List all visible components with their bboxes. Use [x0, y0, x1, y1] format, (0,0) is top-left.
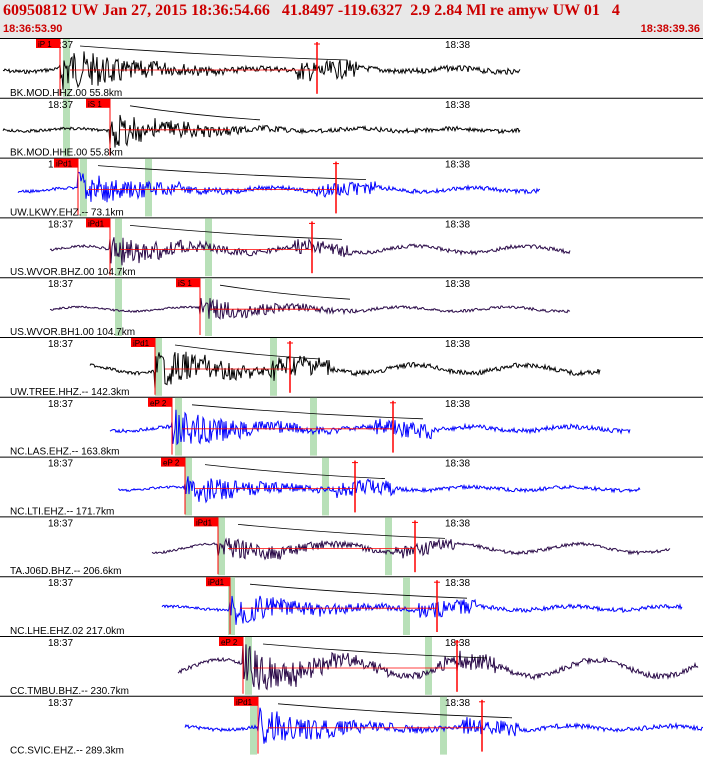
- time-tick-1838: 18:38: [445, 459, 470, 470]
- station-label: US.WVOR.BHZ.00 104.7km: [10, 267, 136, 278]
- pick-flag: [234, 696, 258, 706]
- time-tick-1837: 18:37: [48, 638, 73, 649]
- pick-label: iPd1: [196, 518, 213, 527]
- waveform-7: [109, 409, 631, 446]
- coda-curve: [204, 464, 386, 479]
- station-label: CC.SVIC.EHZ.-- 289.3km: [10, 746, 124, 757]
- coda-curve: [129, 225, 343, 240]
- pick-flag: [219, 637, 243, 646]
- phase-window: [310, 397, 317, 456]
- time-tick-1838: 18:38: [445, 698, 470, 709]
- station-label: US.WVOR.BH1.00 104.7km: [10, 327, 135, 338]
- pick-label: eP 2: [150, 399, 167, 408]
- time-tick-1837: 18:37: [48, 100, 73, 111]
- waveform-4: [49, 237, 571, 266]
- phase-window: [115, 218, 122, 277]
- time-tick-1838: 18:38: [445, 578, 470, 589]
- phase-window: [385, 517, 392, 576]
- time-tick-1837: 18:37: [48, 698, 73, 709]
- pick-flag: [148, 397, 172, 407]
- coda-curve: [237, 524, 446, 539]
- pick-flag: [161, 457, 185, 467]
- phase-window: [115, 278, 122, 336]
- time-tick-1838: 18:38: [445, 279, 470, 290]
- time-tick-1838: 18:38: [445, 399, 470, 410]
- waveform-6: [89, 351, 601, 389]
- station-label: BK.MOD.HHZ.00 55.8km: [10, 88, 122, 99]
- time-tick-1837: 18:37: [48, 399, 73, 410]
- pick-label: iPd1: [56, 160, 73, 169]
- phase-window: [250, 696, 257, 755]
- waveform-12: [184, 707, 703, 744]
- time-tick-1838: 18:38: [445, 100, 470, 111]
- waveform-5: [49, 298, 571, 320]
- phase-window: [80, 158, 87, 217]
- coda-curve: [249, 583, 468, 599]
- station-label: NC.LHE.EHZ.02 217.0km: [10, 626, 125, 637]
- waveform-1: [2, 51, 521, 90]
- pick-flag: [206, 577, 230, 587]
- pick-label: iPd1: [208, 578, 225, 587]
- pick-label: eP 2: [221, 638, 238, 647]
- pick-flag: [54, 158, 78, 168]
- station-label: NC.LTI.EHZ.-- 171.7km: [10, 506, 114, 517]
- time-tick-1838: 18:38: [445, 339, 470, 350]
- coda-curve: [219, 284, 351, 300]
- pick-flag: [131, 338, 155, 347]
- time-tick-1837: 18:37: [48, 339, 73, 350]
- waveform-9: [151, 537, 671, 561]
- waveform-3: [17, 171, 541, 203]
- coda-curve: [191, 404, 424, 420]
- pick-flag: [86, 218, 110, 228]
- pick-label: iPd1: [88, 219, 105, 228]
- station-label: UW.LKWY.EHZ.-- 73.1km: [10, 207, 124, 218]
- time-tick-1837: 18:37: [48, 279, 73, 290]
- end-time: 18:38:39.36: [640, 23, 700, 35]
- time-tick-1837: 18:37: [48, 459, 73, 470]
- event-title: 60950812 UW Jan 27, 2015 18:36:54.66 41.…: [3, 2, 620, 19]
- station-label: TA.J06D.BHZ.-- 206.6km: [10, 566, 122, 577]
- station-label: BK.MOD.HHE.00 55.8km: [10, 148, 123, 159]
- coda-curve: [277, 703, 513, 719]
- station-label: UW.TREE.HHZ.-- 142.3km: [10, 387, 129, 398]
- coda-curve: [174, 344, 321, 360]
- pick-flag: [194, 517, 218, 527]
- time-tick-1838: 18:38: [445, 40, 470, 51]
- time-tick-1837: 18:37: [48, 219, 73, 230]
- pick-label: iPd1: [133, 339, 150, 348]
- phase-window: [155, 338, 162, 396]
- pick-label: iPd1: [236, 698, 253, 707]
- pick-flag: [36, 39, 60, 48]
- waveform-11: [177, 642, 699, 691]
- phase-window: [322, 457, 329, 516]
- time-tick-1837: 18:37: [48, 518, 73, 529]
- phase-window: [425, 637, 432, 695]
- pick-label: iS 1: [88, 100, 102, 109]
- waveform-2: [2, 114, 521, 148]
- waveform-8: [117, 476, 641, 504]
- header-bar: 60950812 UW Jan 27, 2015 18:36:54.66 41.…: [0, 0, 703, 38]
- pick-flag: [176, 278, 200, 288]
- time-tick-1838: 18:38: [445, 219, 470, 230]
- phase-window: [440, 696, 447, 755]
- time-tick-1837: 18:37: [48, 40, 73, 51]
- pick-label: iP 1: [38, 40, 52, 49]
- station-label: NC.LAS.EHZ.-- 163.8km: [10, 447, 119, 458]
- time-tick-1837: 18:37: [48, 578, 73, 589]
- pick-label: eP 2: [163, 459, 180, 468]
- coda-curve: [97, 165, 367, 180]
- coda-curve: [129, 105, 261, 121]
- coda-curve: [262, 643, 488, 659]
- time-tick-1838: 18:38: [445, 518, 470, 529]
- pick-label: iS 1: [178, 279, 192, 288]
- station-label: CC.TMBU.BHZ.-- 230.7km: [10, 686, 129, 697]
- time-tick-1838: 18:38: [445, 160, 470, 171]
- coda-curve: [79, 45, 348, 61]
- phase-window: [403, 577, 410, 635]
- start-time: 18:36:53.90: [3, 23, 63, 35]
- pick-flag: [86, 98, 110, 108]
- waveform-10: [161, 595, 683, 625]
